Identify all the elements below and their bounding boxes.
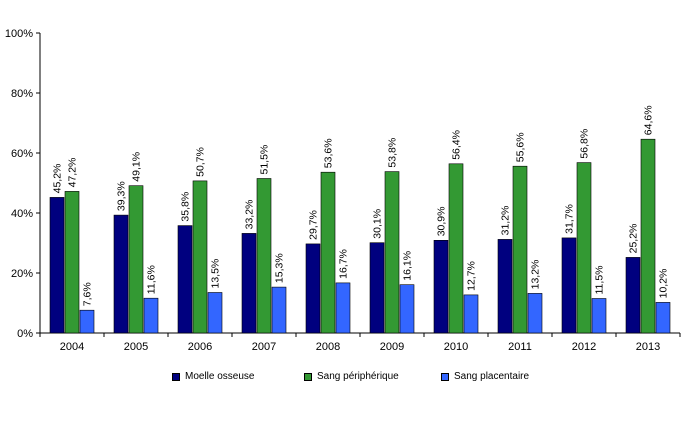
x-tick-label: 2012 xyxy=(572,341,596,353)
bar xyxy=(207,292,223,334)
data-label: 10,2% xyxy=(658,269,670,299)
legend-swatch-moelle-osseuse xyxy=(172,372,180,381)
data-label: 53,6% xyxy=(323,138,335,168)
data-label: 55,6% xyxy=(515,132,527,162)
bar xyxy=(576,162,592,334)
x-tick-label: 2009 xyxy=(380,341,404,353)
bar xyxy=(320,171,336,334)
x-tick-label: 2007 xyxy=(252,341,276,353)
data-label: 64,6% xyxy=(643,105,655,135)
bar xyxy=(128,185,144,334)
data-label: 30,9% xyxy=(436,207,448,237)
bar xyxy=(591,298,607,334)
bar xyxy=(527,293,543,334)
bar xyxy=(192,180,208,334)
plot-area: 0% 20% 40% 60% 80% 100% 2004 45,2% 47,2% 7,6% 2005… xyxy=(5,28,681,353)
bar xyxy=(625,257,641,334)
data-label: 11,5% xyxy=(594,266,606,295)
legend-item-moelle-osseuse: Moelle osseuse xyxy=(172,371,254,382)
x-tick-label: 2006 xyxy=(188,341,212,353)
data-label: 53,8% xyxy=(387,138,399,168)
data-label: 11,6% xyxy=(146,265,158,294)
data-label: 45,2% xyxy=(52,164,64,194)
x-tick-label: 2010 xyxy=(444,341,468,353)
bar xyxy=(433,240,449,334)
y-tick-label: 60% xyxy=(11,148,33,160)
data-label: 56,8% xyxy=(579,129,591,159)
bar xyxy=(241,233,257,334)
bar xyxy=(143,297,159,334)
data-label: 15,3% xyxy=(274,253,286,283)
legend-label-moelle-osseuse: Moelle osseuse xyxy=(185,371,255,382)
y-tick-label: 80% xyxy=(11,88,33,100)
bar xyxy=(497,239,513,334)
data-label: 13,5% xyxy=(210,259,222,289)
data-label: 49,1% xyxy=(131,152,143,182)
x-tick-label: 2005 xyxy=(124,341,148,353)
bar xyxy=(256,178,272,334)
bar xyxy=(655,302,671,334)
data-label: 39,3% xyxy=(116,181,128,211)
y-tick-label: 20% xyxy=(11,268,33,280)
bar xyxy=(463,294,479,334)
bar xyxy=(64,191,80,334)
data-label: 12,7% xyxy=(466,261,478,291)
legend-swatch-sang-peripherique xyxy=(304,372,312,381)
data-label: 7,6% xyxy=(82,282,94,306)
x-tick-label: 2004 xyxy=(60,341,84,353)
bar xyxy=(335,282,351,334)
data-label: 25,2% xyxy=(628,224,640,254)
legend-label-sang-peripherique: Sang périphérique xyxy=(317,371,399,382)
legend: Moelle osseuse Sang périphérique Sang pl… xyxy=(0,371,700,391)
data-label: 16,1% xyxy=(402,251,414,281)
data-label: 51,5% xyxy=(259,145,271,175)
bar xyxy=(561,237,577,334)
data-label: 47,2% xyxy=(67,158,79,188)
legend-swatch-sang-placentaire xyxy=(441,372,449,381)
bar xyxy=(640,138,656,334)
bar xyxy=(177,225,193,334)
y-tick-label: 40% xyxy=(11,208,33,220)
y-tick-label: 0% xyxy=(17,328,33,340)
bar xyxy=(79,309,95,334)
bar xyxy=(49,197,65,334)
bar xyxy=(384,171,400,334)
data-label: 31,7% xyxy=(564,204,576,234)
bar xyxy=(305,243,321,334)
x-tick-label: 2013 xyxy=(636,341,660,353)
bar xyxy=(369,242,385,334)
legend-item-sang-placentaire: Sang placentaire xyxy=(441,371,529,382)
data-label: 13,2% xyxy=(530,260,542,290)
bar xyxy=(448,163,464,334)
data-label: 31,2% xyxy=(500,206,512,236)
x-tick-label: 2011 xyxy=(508,341,532,353)
x-tick-label: 2008 xyxy=(316,341,340,353)
bar xyxy=(113,214,129,334)
legend-label-sang-placentaire: Sang placentaire xyxy=(454,371,530,382)
data-label: 16,7% xyxy=(338,249,350,279)
data-label: 30,1% xyxy=(372,209,384,239)
bar xyxy=(271,286,287,334)
data-label: 35,8% xyxy=(180,192,192,222)
legend-item-sang-peripherique: Sang périphérique xyxy=(304,371,399,382)
bar xyxy=(512,165,528,334)
data-label: 29,7% xyxy=(308,210,320,240)
data-label: 56,4% xyxy=(451,130,463,160)
y-tick-label: 100% xyxy=(5,28,33,40)
bar xyxy=(399,284,415,334)
data-label: 33,2% xyxy=(244,200,256,230)
data-label: 50,7% xyxy=(195,147,207,177)
